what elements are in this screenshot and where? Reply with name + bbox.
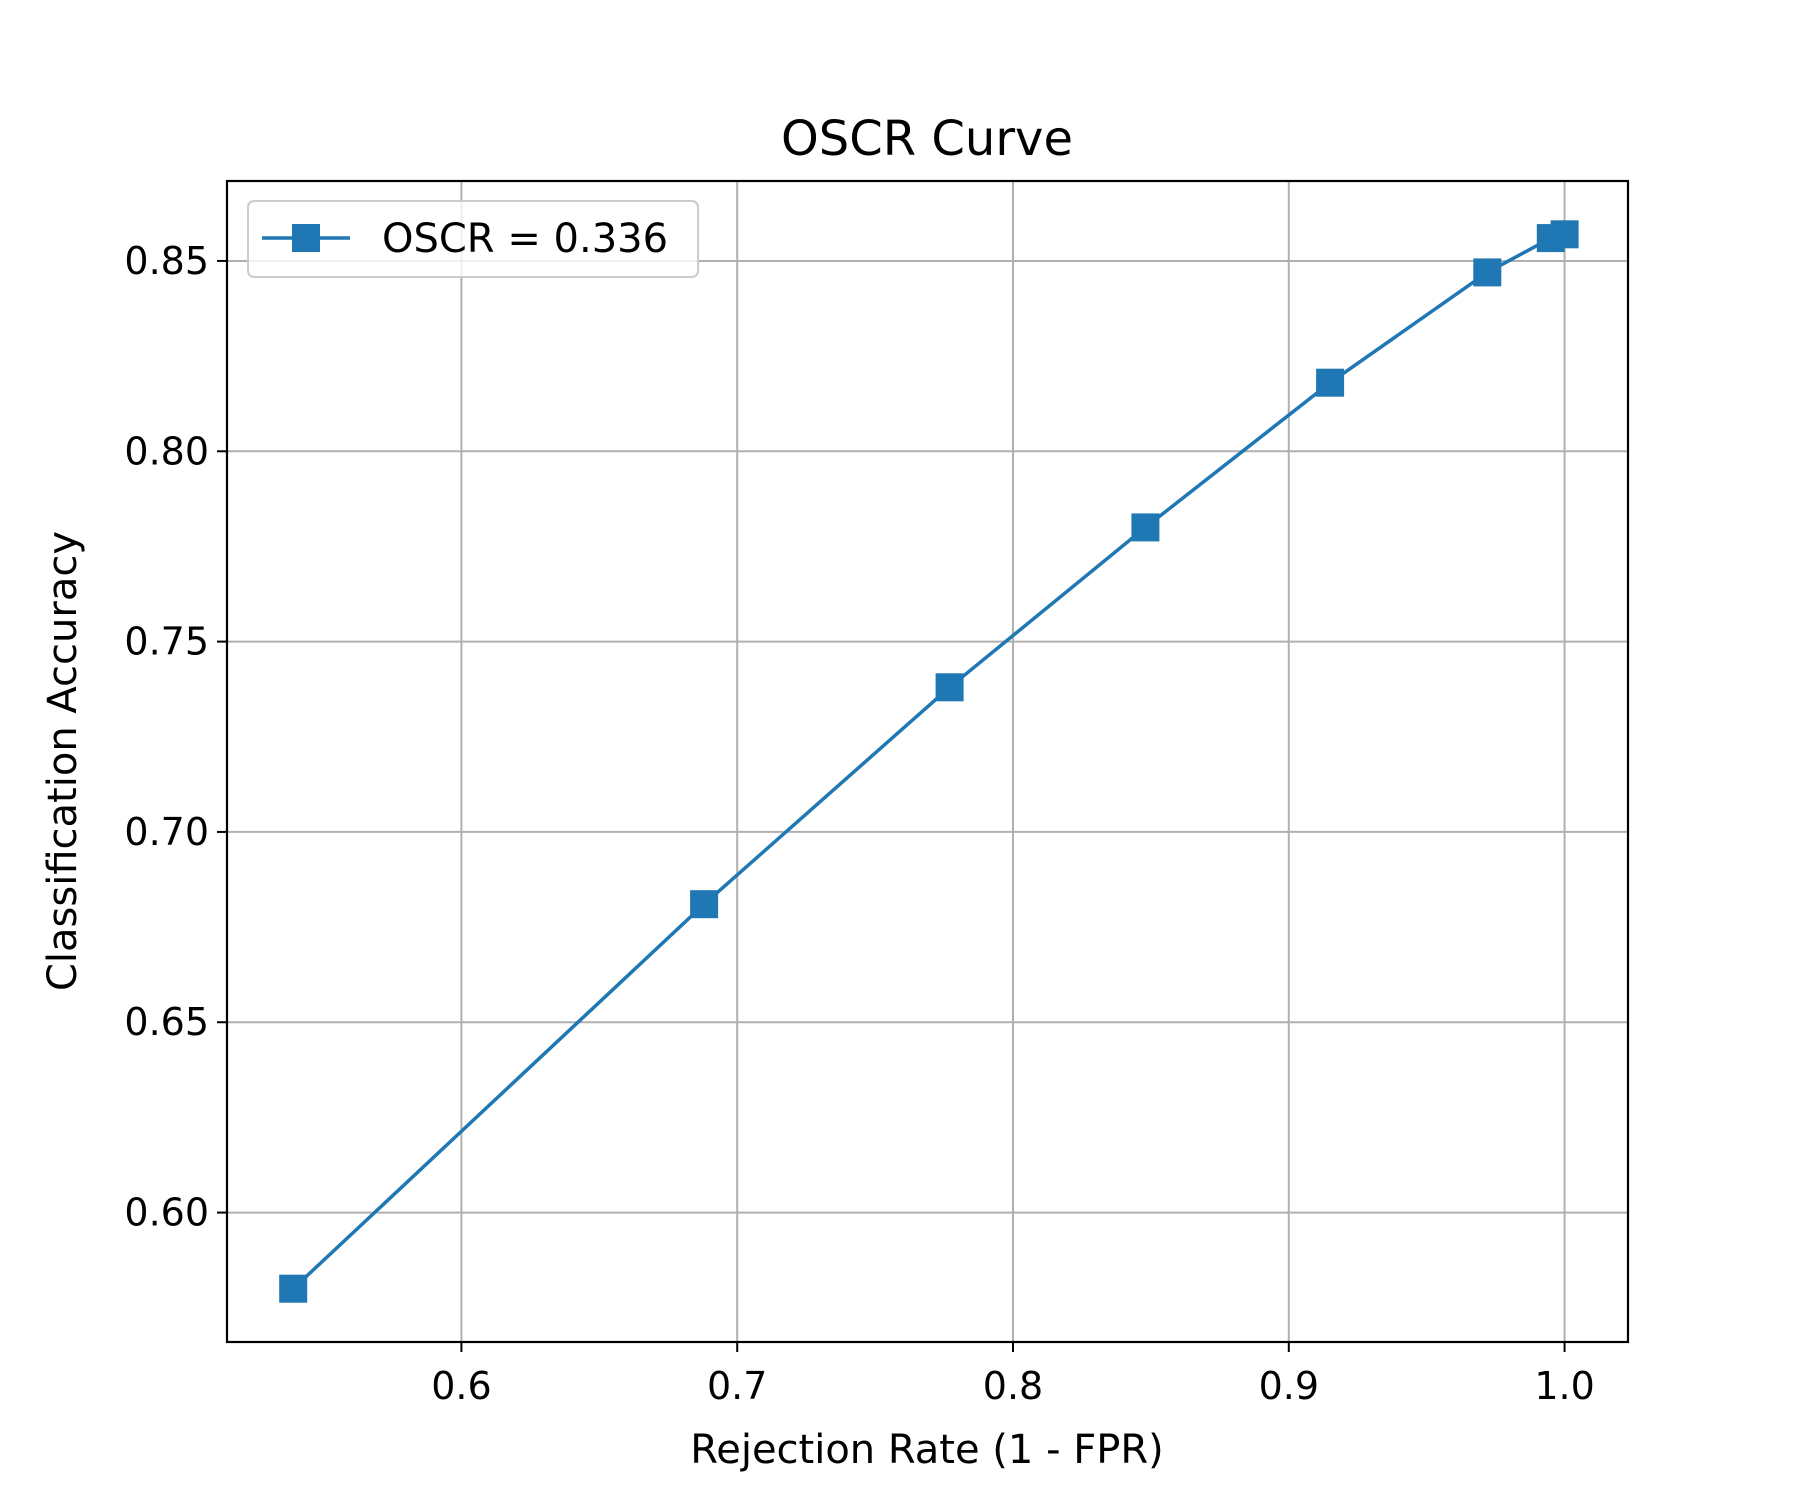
- x-tick-label: 1.0: [1534, 1364, 1594, 1408]
- legend: OSCR = 0.336: [247, 200, 699, 278]
- series-layer: [279, 220, 1579, 1303]
- legend-box: [247, 200, 699, 278]
- y-tick-label: 0.70: [124, 810, 209, 854]
- grid-lines: [227, 181, 1628, 1342]
- y-tick-label: 0.85: [124, 239, 209, 283]
- data-point-marker: [1316, 368, 1345, 397]
- data-point-marker: [1473, 258, 1502, 287]
- legend-label: OSCR = 0.336: [382, 216, 668, 262]
- legend-marker-square: [292, 224, 320, 252]
- chart-title: OSCR Curve: [781, 111, 1073, 167]
- plot-area-frame: [225, 179, 1630, 1344]
- y-tick-label: 0.60: [124, 1191, 209, 1235]
- y-tick-label: 0.65: [124, 1000, 209, 1044]
- data-point-marker: [690, 890, 719, 919]
- axis-ticks: 0.6 0.7 0.8 0.9 1.0 0.60 0.65 0.70 0.75 0.80 0.85: [124, 239, 1594, 1408]
- x-axis-label: Rejection Rate (1 - FPR): [690, 1427, 1164, 1473]
- x-tick-label: 0.7: [707, 1364, 767, 1408]
- data-point-marker: [279, 1274, 308, 1303]
- y-tick-label: 0.75: [124, 620, 209, 664]
- data-point-marker: [1131, 513, 1160, 542]
- x-tick-label: 0.8: [983, 1364, 1043, 1408]
- y-axis-label: Classification Accuracy: [40, 531, 86, 991]
- x-tick-label: 0.6: [431, 1364, 491, 1408]
- y-tick-label: 0.80: [124, 429, 209, 473]
- data-point-marker: [935, 673, 964, 702]
- data-point-marker: [1550, 220, 1579, 249]
- x-tick-label: 0.9: [1259, 1364, 1319, 1408]
